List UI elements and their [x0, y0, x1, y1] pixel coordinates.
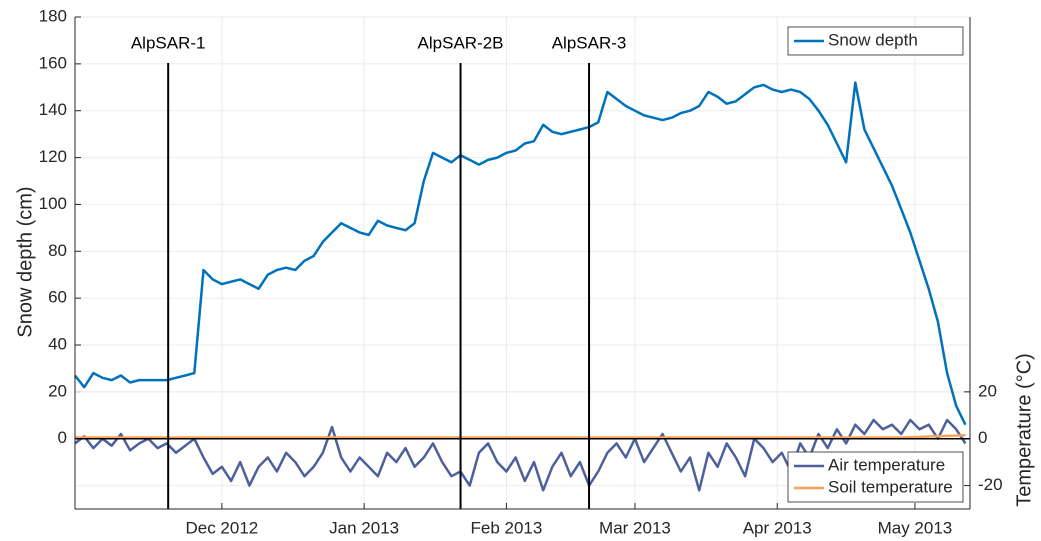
legend-label: Air temperature — [828, 455, 945, 474]
y-tick-label: 180 — [39, 6, 67, 25]
event-label: AlpSAR-3 — [552, 33, 627, 52]
y-tick-label: 100 — [39, 194, 67, 213]
x-tick-label: Mar 2013 — [599, 518, 671, 537]
y2-tick-label: 20 — [978, 381, 997, 400]
event-label: AlpSAR-2B — [418, 33, 504, 52]
x-tick-label: Apr 2013 — [743, 518, 812, 537]
legend-box — [787, 451, 964, 503]
legend: Air temperature Soil temperature — [787, 451, 964, 503]
y-tick-label: 160 — [39, 53, 67, 72]
series-line — [74, 81, 967, 426]
legend-label: Snow depth — [828, 30, 918, 49]
y-tick-label: 120 — [39, 147, 67, 166]
y2-tick-label: 0 — [978, 428, 987, 447]
legend-label: Soil temperature — [828, 477, 953, 496]
x-tick-label: Feb 2013 — [471, 518, 543, 537]
legend: Snow depth — [787, 26, 964, 56]
y-tick-label: 20 — [48, 381, 67, 400]
y-axis-label: Snow depth (cm) — [14, 186, 36, 337]
y-tick-label: 60 — [48, 288, 67, 307]
y-tick-label: 80 — [48, 241, 67, 260]
y2-axis-label: Temperature (°C) — [1013, 353, 1035, 507]
x-tick-label: May 2013 — [878, 518, 953, 537]
x-tick-label: Dec 2012 — [185, 518, 258, 537]
y-tick-label: 140 — [39, 100, 67, 119]
x-tick-label: Jan 2013 — [329, 518, 399, 537]
event-label: AlpSAR-1 — [131, 33, 206, 52]
y-tick-label: 40 — [48, 334, 67, 353]
y2-tick-label: -20 — [978, 475, 1003, 494]
y-tick-label: 0 — [58, 428, 67, 447]
series-line — [75, 433, 966, 439]
